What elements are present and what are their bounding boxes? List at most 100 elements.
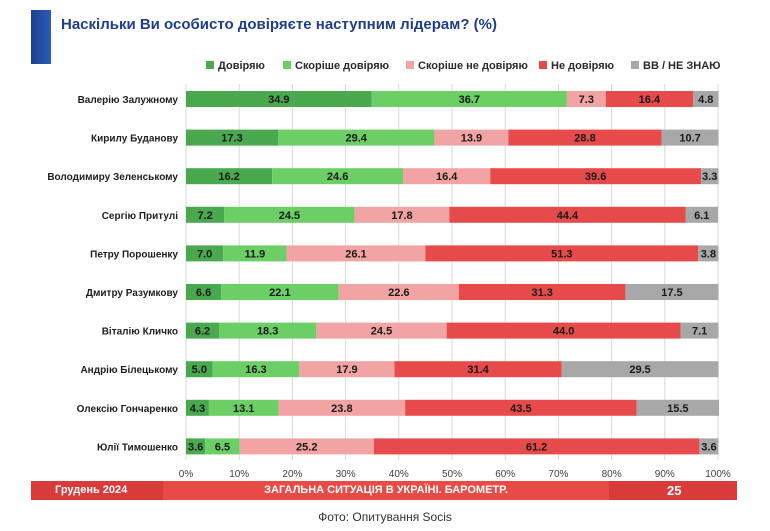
x-tick-label: 60% [495,469,515,480]
data-label: 10.7 [679,133,700,145]
data-label: 3.3 [702,171,717,183]
data-label: 43.5 [510,403,531,415]
bar-segment [661,129,719,146]
category-label: Володимиру Зеленському [47,172,178,183]
bar-segment [566,91,606,107]
data-label: 11.9 [244,248,265,260]
data-label: 26.1 [345,248,366,260]
bar-segment [186,361,213,378]
data-label: 7.1 [692,326,707,338]
data-label: 5.0 [192,364,207,376]
data-label: 29.4 [346,133,368,145]
bar-segment [186,284,222,300]
bar-segment [458,284,626,300]
bar-segment [221,284,339,300]
bar-segment [685,206,718,223]
bar-segment [186,399,209,416]
x-tick-label: 90% [655,469,675,480]
bar-segment [699,438,719,455]
legend-swatch [631,61,639,69]
legend-label: Скоріше не довіряю [418,60,528,72]
data-label: 16.4 [436,171,458,183]
legend-label: ВВ / НЕ ЗНАЮ [643,60,721,72]
bar-segment [698,245,719,262]
data-label: 6.6 [196,287,211,299]
bar-segment [371,91,567,107]
legend-label: Не довіряю [551,60,614,72]
data-label: 18.3 [257,326,278,338]
data-label: 4.8 [698,94,713,106]
bar-segment [680,322,719,339]
bar-segment [186,322,219,339]
bar-segment [186,245,224,262]
data-label: 4.3 [190,403,205,415]
x-tick-label: 70% [548,469,568,480]
bar-segment [299,361,395,378]
bar-segment [212,361,300,378]
data-label: 17.8 [391,210,412,222]
bar-segment [278,399,406,416]
data-label: 7.0 [197,248,212,260]
data-label: 36.7 [459,94,480,106]
data-label: 44.4 [557,210,579,222]
bar-segment [186,206,225,223]
bar-segment [425,245,699,262]
x-tick-label: 100% [705,469,731,480]
data-label: 15.5 [667,403,688,415]
bar-segment [224,206,355,223]
bar-segment [490,168,701,185]
data-label: 22.6 [388,287,409,299]
bar-segment [316,322,447,339]
data-label: 17.3 [221,133,242,145]
bar-segment [692,91,719,107]
data-label: 6.1 [694,210,709,222]
bar-segment [186,91,372,107]
legend-label: Довіряю [218,60,265,72]
slide: Наскільки Ви особисто довіряєте наступни… [31,8,737,500]
legend-swatch [206,61,214,69]
data-label: 17.9 [336,364,357,376]
data-label: 7.2 [198,210,213,222]
bar-segment [186,438,206,455]
legend-swatch [539,61,547,69]
bar-segment [446,322,681,339]
trust-chart: 0% 10% 20% 30% 40% 50% 60% 70% 80% 90% 100% Довіряю… [47,60,731,480]
legend-swatch [406,61,414,69]
data-label: 24.5 [279,210,300,222]
data-label: 29.5 [629,364,650,376]
data-label: 7.3 [579,94,594,106]
bar-segment [700,168,719,185]
category-label: Олексію Гончаренко [77,404,178,415]
bar-segment [186,168,273,185]
data-label: 24.5 [371,326,392,338]
data-label: 3.6 [701,441,716,453]
data-label: 22.1 [269,287,290,299]
bar-segment [403,168,491,185]
data-label: 6.5 [215,441,230,453]
legend-swatch [283,61,291,69]
x-tick-label: 80% [602,469,622,480]
data-label: 39.6 [585,171,606,183]
footer-page-number: 25 [667,483,682,498]
x-tick-label: 50% [442,469,462,480]
category-label: Валерію Залужному [78,95,179,106]
bar-segment [354,206,450,223]
data-label: 6.2 [195,326,210,338]
data-label: 23.8 [331,403,352,415]
x-tick-label: 20% [282,469,302,480]
bar-segment [636,399,720,416]
category-label: Дмитру Разумкову [86,288,179,299]
bar-segment [278,129,435,146]
bar-segment [625,284,719,300]
x-tick-label: 0% [179,469,194,480]
bar-segment [223,245,287,262]
data-label: 16.4 [639,94,661,106]
x-tick-label: 30% [336,469,356,480]
bar-segment [338,284,459,300]
bar-segment [434,129,509,146]
category-label: Андрію Білецькому [80,365,178,376]
bar-segment [373,438,700,455]
bar-segment [449,206,686,223]
data-label: 31.4 [467,364,489,376]
x-tick-label: 10% [229,469,249,480]
